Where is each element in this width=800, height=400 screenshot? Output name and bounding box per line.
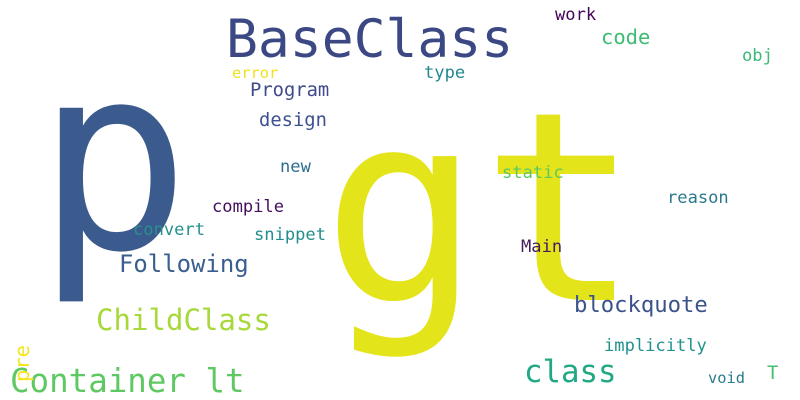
word-obj: obj	[742, 46, 773, 66]
word-program: Program	[250, 79, 330, 101]
word-baseclass: BaseClass	[226, 8, 514, 70]
word-following: Following	[119, 250, 249, 278]
word-error: error	[232, 64, 279, 82]
word-t: T	[767, 362, 779, 384]
word-new: new	[280, 157, 311, 177]
word-pre: pre	[10, 345, 34, 383]
word-blockquote: blockquote	[574, 292, 708, 318]
word-work: work	[555, 5, 597, 25]
word-void: void	[708, 369, 746, 387]
word-reason: reason	[667, 188, 729, 208]
word-design: design	[259, 109, 327, 131]
word-container-lt: Container lt	[10, 362, 245, 400]
word-type: type	[424, 63, 466, 83]
word-compile: compile	[212, 197, 284, 217]
word-gt: gt	[322, 55, 640, 363]
word-convert: convert	[133, 220, 205, 240]
word-snippet: snippet	[254, 225, 326, 245]
word-p: p	[36, 11, 191, 309]
word-code: code	[601, 25, 651, 49]
word-implicitly: implicitly	[604, 336, 707, 356]
word-childclass: ChildClass	[96, 303, 271, 337]
word-static: static	[502, 163, 564, 183]
word-main: Main	[521, 237, 563, 257]
word-class: class	[524, 354, 617, 390]
